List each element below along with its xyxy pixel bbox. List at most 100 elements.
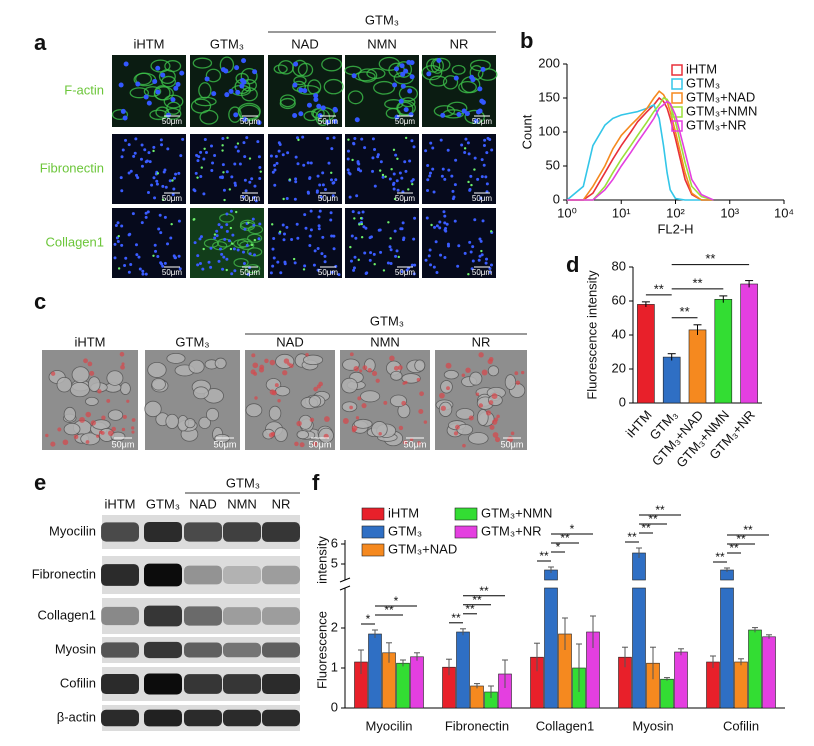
error-bar bbox=[693, 324, 702, 335]
significance-label: ** bbox=[680, 304, 690, 319]
bar bbox=[456, 631, 470, 709]
red-signal bbox=[313, 386, 318, 392]
scale-bar-label: 50μm bbox=[472, 268, 493, 277]
nucleus bbox=[471, 259, 475, 263]
error-bar bbox=[745, 280, 754, 288]
group-label: GTM₃ bbox=[365, 12, 399, 27]
speck bbox=[360, 222, 364, 226]
nucleus bbox=[315, 190, 319, 194]
x-tick-label: Collagen1 bbox=[536, 718, 595, 733]
cell bbox=[135, 72, 152, 86]
nucleus bbox=[402, 238, 406, 242]
nucleus bbox=[395, 179, 399, 183]
y-tick-label: 60 bbox=[612, 292, 626, 307]
nucleus bbox=[137, 255, 141, 259]
nucleus bbox=[166, 147, 170, 151]
nucleus bbox=[408, 159, 412, 163]
legend-swatch bbox=[454, 525, 478, 539]
speck bbox=[358, 223, 361, 226]
nucleus bbox=[317, 224, 321, 228]
nucleus bbox=[129, 263, 133, 267]
speck bbox=[359, 217, 363, 220]
cell bbox=[150, 59, 171, 73]
nucleus bbox=[242, 250, 246, 254]
red-signal bbox=[111, 426, 116, 432]
nucleus bbox=[141, 272, 145, 276]
cell bbox=[456, 424, 474, 436]
column-label: iHTM bbox=[133, 36, 164, 51]
nucleus bbox=[215, 229, 219, 233]
nucleus bbox=[204, 76, 210, 82]
nucleus bbox=[481, 219, 485, 223]
red-signal bbox=[259, 364, 265, 370]
nucleus bbox=[346, 149, 350, 153]
red-signal bbox=[252, 362, 259, 369]
nucleus bbox=[224, 92, 230, 98]
nucleus bbox=[443, 214, 447, 218]
nucleus bbox=[140, 143, 144, 147]
cell bbox=[206, 407, 219, 422]
red-signal bbox=[355, 416, 360, 420]
red-signal bbox=[45, 433, 49, 438]
nucleus bbox=[177, 254, 181, 258]
legend-label: GTM₃ bbox=[686, 75, 720, 90]
micrograph bbox=[345, 208, 419, 278]
red-signal bbox=[287, 362, 291, 366]
cell bbox=[458, 80, 477, 94]
band bbox=[262, 673, 300, 695]
cell bbox=[245, 403, 263, 418]
nucleus bbox=[253, 253, 257, 257]
speck bbox=[235, 210, 238, 214]
nucleus bbox=[388, 245, 392, 249]
bar bbox=[688, 329, 707, 404]
cell bbox=[341, 377, 358, 394]
nucleus bbox=[161, 264, 165, 268]
nucleus bbox=[157, 227, 161, 231]
red-signal bbox=[453, 431, 459, 436]
cell bbox=[357, 68, 378, 83]
band bbox=[223, 522, 261, 542]
significance-label: * bbox=[556, 540, 561, 554]
nucleus bbox=[199, 150, 203, 154]
red-signal bbox=[461, 373, 466, 377]
nucleus bbox=[258, 177, 262, 181]
nucleus bbox=[114, 223, 118, 227]
nucleus bbox=[482, 143, 486, 147]
nucleus bbox=[403, 68, 409, 74]
nucleus bbox=[141, 269, 145, 273]
y-tick-label: 2 bbox=[331, 619, 338, 634]
bar bbox=[706, 661, 720, 709]
red-signal bbox=[465, 367, 471, 373]
cell bbox=[464, 109, 485, 124]
nucleus bbox=[172, 187, 176, 191]
red-signal bbox=[126, 399, 130, 403]
bar bbox=[714, 298, 733, 404]
nucleus bbox=[368, 258, 372, 262]
red-signal bbox=[349, 352, 354, 357]
nucleus bbox=[131, 212, 135, 216]
significance-label: ** bbox=[384, 603, 394, 617]
nucleus bbox=[134, 243, 138, 247]
nucleus bbox=[464, 137, 468, 141]
cell bbox=[390, 370, 403, 381]
nucleus bbox=[318, 183, 322, 187]
error-bar bbox=[636, 547, 642, 558]
nucleus bbox=[252, 223, 256, 227]
nucleus bbox=[295, 136, 299, 140]
cell bbox=[63, 422, 81, 436]
nucleus bbox=[320, 252, 324, 256]
cell bbox=[293, 75, 307, 86]
nucleus bbox=[163, 168, 167, 172]
nucleus bbox=[243, 227, 247, 231]
error-bar bbox=[534, 642, 540, 672]
red-signal bbox=[403, 440, 408, 445]
red-signal bbox=[50, 371, 56, 376]
nucleus bbox=[210, 144, 214, 148]
nucleus bbox=[355, 194, 359, 198]
cell bbox=[110, 431, 126, 442]
nucleus bbox=[312, 263, 316, 267]
nucleus bbox=[221, 163, 225, 167]
cell bbox=[193, 386, 209, 400]
nucleus bbox=[321, 171, 325, 175]
histogram-line bbox=[567, 90, 714, 201]
